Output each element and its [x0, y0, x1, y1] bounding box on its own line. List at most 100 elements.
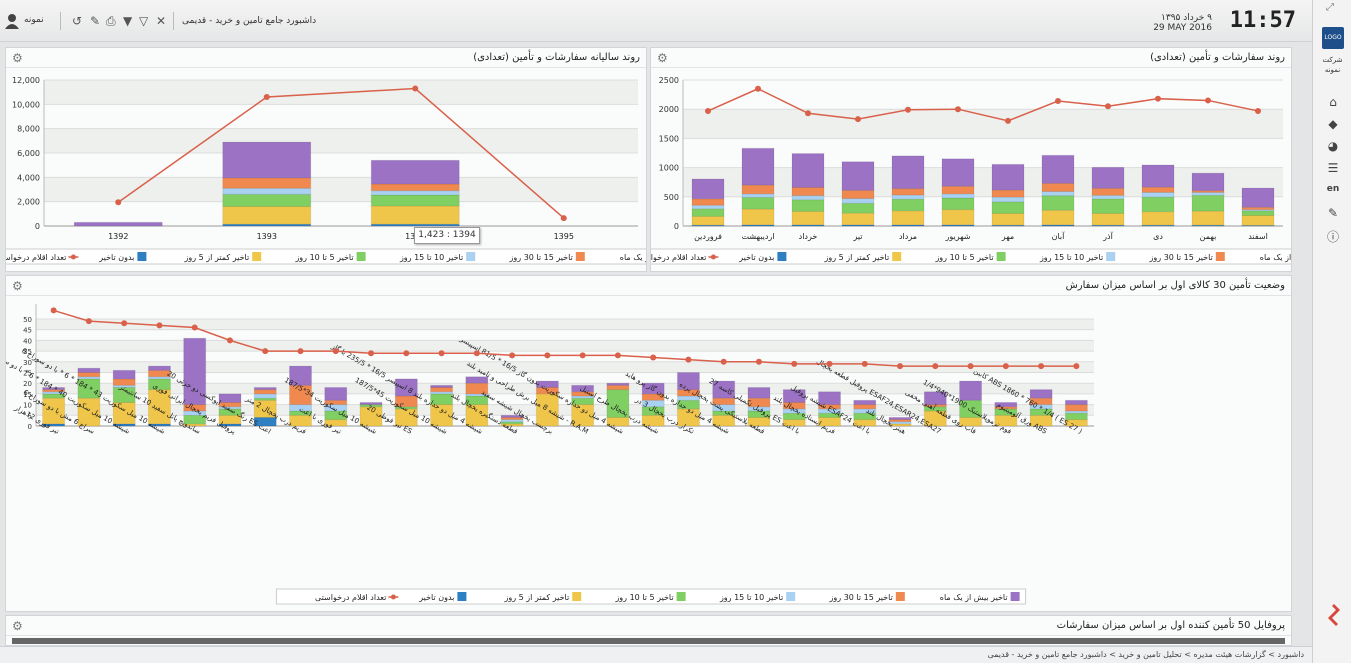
line-point[interactable]	[705, 107, 711, 114]
bar-segment[interactable]	[1141, 191, 1175, 198]
bar-segment[interactable]	[853, 412, 877, 421]
bar-segment[interactable]	[1041, 182, 1075, 193]
bar-segment[interactable]	[571, 384, 595, 393]
bar-segment[interactable]	[222, 177, 312, 189]
bar-segment[interactable]	[1241, 187, 1275, 208]
line-point[interactable]	[897, 363, 904, 370]
bar-segment[interactable]	[891, 188, 925, 196]
bar-segment[interactable]	[370, 205, 460, 225]
line-point[interactable]	[191, 324, 198, 331]
bar-segment[interactable]	[1241, 210, 1275, 216]
bar-segment[interactable]	[782, 389, 806, 403]
bar-segment[interactable]	[370, 159, 460, 185]
pie-chart-icon[interactable]: ◕	[1327, 139, 1339, 153]
line-point[interactable]	[1155, 95, 1161, 102]
line-point[interactable]	[50, 307, 57, 314]
bar-segment[interactable]	[1064, 399, 1088, 406]
user-avatar[interactable]	[4, 13, 20, 29]
company-logo[interactable]: LOGO	[1322, 27, 1344, 49]
bar-segment[interactable]	[641, 414, 665, 427]
line-point[interactable]	[115, 199, 122, 206]
line-point[interactable]	[755, 85, 761, 92]
bar-segment[interactable]	[359, 401, 383, 406]
bar-segment[interactable]	[941, 158, 975, 187]
line-point[interactable]	[932, 363, 939, 370]
line-point[interactable]	[1205, 97, 1211, 104]
bar-segment[interactable]	[394, 378, 418, 397]
bar-segment[interactable]	[991, 196, 1025, 203]
layers-icon[interactable]: ◆	[1328, 117, 1338, 131]
bar-segment[interactable]	[841, 189, 875, 200]
bar-segment[interactable]	[891, 155, 925, 190]
bar-segment[interactable]	[1191, 210, 1225, 226]
bar-segment[interactable]	[324, 386, 348, 401]
bar-segment[interactable]	[370, 190, 460, 196]
bar-segment[interactable]	[1064, 410, 1088, 414]
bar-segment[interactable]	[222, 193, 312, 208]
language-toggle[interactable]: en	[1326, 184, 1340, 194]
bar-segment[interactable]	[253, 393, 277, 399]
bar-segment[interactable]	[1191, 194, 1225, 212]
bar-segment[interactable]	[841, 198, 875, 204]
bar-segment[interactable]	[77, 371, 101, 378]
bar-segment[interactable]	[991, 189, 1025, 198]
line-point[interactable]	[1002, 363, 1009, 370]
line-point[interactable]	[156, 322, 163, 329]
line-point[interactable]	[720, 358, 727, 365]
line-point[interactable]	[544, 352, 551, 359]
bar-segment[interactable]	[606, 382, 630, 386]
bar-segment[interactable]	[923, 391, 947, 406]
bar-segment[interactable]	[465, 376, 489, 384]
history-icon[interactable]: ↺	[72, 14, 83, 28]
line-point[interactable]	[955, 106, 961, 113]
bar-segment[interactable]	[535, 380, 559, 388]
bar-segment[interactable]	[289, 410, 312, 416]
bar-segment[interactable]	[112, 369, 136, 380]
bar-segment[interactable]	[218, 414, 242, 425]
line-point[interactable]	[1255, 107, 1261, 114]
line-point[interactable]	[755, 358, 762, 365]
line-point[interactable]	[438, 350, 445, 357]
line-point[interactable]	[650, 354, 657, 361]
line-point[interactable]	[805, 110, 811, 117]
bar-segment[interactable]	[218, 393, 242, 403]
bar-segment[interactable]	[1241, 214, 1275, 226]
bar-segment[interactable]	[1091, 194, 1125, 200]
filter-off-icon[interactable]: ✕	[156, 14, 167, 28]
line-point[interactable]	[121, 320, 128, 327]
bar-segment[interactable]	[741, 196, 775, 210]
bar-segment[interactable]	[791, 153, 825, 188]
bar-segment[interactable]	[222, 206, 312, 225]
bar-segment[interactable]	[289, 384, 312, 406]
bar-segment[interactable]	[253, 386, 277, 391]
line-point[interactable]	[967, 363, 974, 370]
expand-icon[interactable]: ⤢	[1326, 2, 1334, 13]
bar-segment[interactable]	[691, 204, 725, 210]
line-point[interactable]	[579, 352, 586, 359]
bar-segment[interactable]	[1064, 412, 1088, 421]
bar-segment[interactable]	[112, 384, 136, 388]
settings-gear-icon[interactable]: ⚙	[657, 50, 668, 65]
line-point[interactable]	[791, 360, 798, 367]
bar-segment[interactable]	[222, 141, 312, 179]
bar-segment[interactable]	[991, 212, 1025, 226]
bar-segment[interactable]	[73, 221, 163, 227]
bar-segment[interactable]	[741, 147, 775, 186]
edit-icon[interactable]: ✎	[90, 14, 101, 28]
bar-segment[interactable]	[747, 386, 771, 399]
bar-segment[interactable]	[1141, 164, 1175, 188]
settings-gear-icon[interactable]: ⚙	[12, 50, 23, 65]
bar-segment[interactable]	[791, 195, 825, 201]
filter-clear-icon[interactable]: ▽	[139, 14, 149, 28]
bar-segment[interactable]	[782, 412, 806, 421]
line-point[interactable]	[403, 350, 410, 357]
bar-segment[interactable]	[324, 410, 348, 421]
line-point[interactable]	[855, 116, 861, 123]
bar-segment[interactable]	[42, 386, 66, 391]
bar-segment[interactable]	[183, 337, 207, 406]
bar-segment[interactable]	[1091, 198, 1125, 214]
bar-segment[interactable]	[1041, 154, 1075, 184]
bar-segment[interactable]	[888, 416, 912, 421]
line-point[interactable]	[614, 352, 621, 359]
bar-segment[interactable]	[994, 401, 1018, 408]
